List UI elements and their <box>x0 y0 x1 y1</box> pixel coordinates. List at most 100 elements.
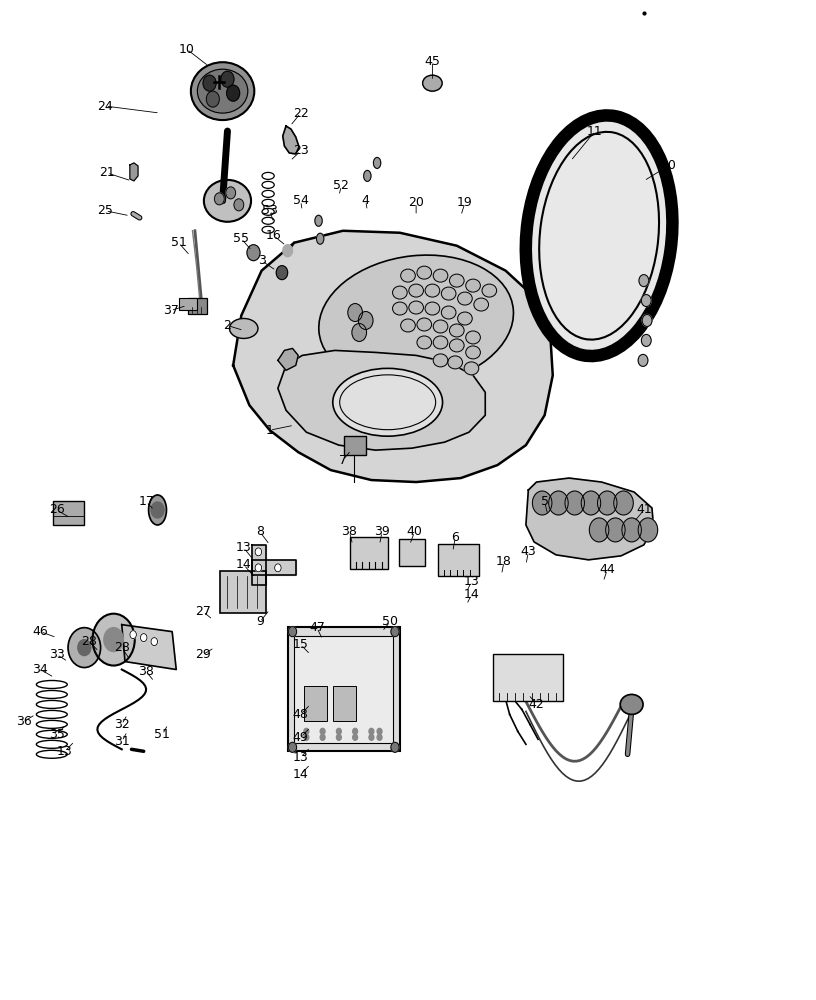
Circle shape <box>336 734 341 740</box>
Circle shape <box>255 548 262 556</box>
Bar <box>304 686 326 721</box>
Circle shape <box>642 315 652 326</box>
Text: 52: 52 <box>334 179 349 192</box>
Ellipse shape <box>364 170 371 181</box>
Text: 14: 14 <box>236 558 251 571</box>
Text: 51: 51 <box>171 236 187 249</box>
Ellipse shape <box>229 319 258 338</box>
Circle shape <box>548 491 568 515</box>
Ellipse shape <box>191 62 255 120</box>
Ellipse shape <box>527 117 672 355</box>
Circle shape <box>358 312 373 329</box>
Text: 17: 17 <box>138 495 154 508</box>
Circle shape <box>206 91 220 107</box>
Text: 13: 13 <box>293 751 308 764</box>
Text: 50: 50 <box>382 615 398 628</box>
Circle shape <box>320 728 325 734</box>
Circle shape <box>289 627 296 637</box>
Polygon shape <box>122 625 176 670</box>
Polygon shape <box>130 163 138 181</box>
Ellipse shape <box>620 694 643 714</box>
Text: 36: 36 <box>16 715 32 728</box>
Ellipse shape <box>417 336 432 349</box>
Ellipse shape <box>204 180 251 222</box>
Ellipse shape <box>392 302 407 315</box>
Ellipse shape <box>317 233 324 244</box>
Circle shape <box>391 742 399 752</box>
Circle shape <box>289 742 296 752</box>
Circle shape <box>78 640 91 656</box>
FancyBboxPatch shape <box>53 501 83 525</box>
Ellipse shape <box>464 362 479 375</box>
Ellipse shape <box>417 266 432 279</box>
Circle shape <box>638 354 648 366</box>
Ellipse shape <box>466 279 481 292</box>
Text: 13: 13 <box>463 575 479 588</box>
Text: 14: 14 <box>293 768 308 781</box>
Text: 55: 55 <box>233 232 250 245</box>
Ellipse shape <box>319 255 513 386</box>
Circle shape <box>68 628 100 668</box>
Text: 29: 29 <box>195 648 211 661</box>
Circle shape <box>565 491 584 515</box>
Text: 43: 43 <box>521 545 536 558</box>
Circle shape <box>304 728 308 734</box>
Text: 39: 39 <box>374 525 390 538</box>
Circle shape <box>348 304 362 321</box>
Ellipse shape <box>423 75 442 91</box>
Text: 14: 14 <box>463 588 479 601</box>
Text: 2: 2 <box>224 319 232 332</box>
Ellipse shape <box>333 368 442 436</box>
Bar <box>294 636 393 743</box>
Text: 44: 44 <box>600 563 615 576</box>
Text: 15: 15 <box>293 638 308 651</box>
Text: 11: 11 <box>588 125 603 138</box>
Text: 6: 6 <box>451 531 459 544</box>
Text: 38: 38 <box>342 525 357 538</box>
Ellipse shape <box>474 298 489 311</box>
Text: 13: 13 <box>57 745 73 758</box>
FancyBboxPatch shape <box>399 539 425 566</box>
Circle shape <box>352 323 366 341</box>
Circle shape <box>641 295 651 307</box>
FancyBboxPatch shape <box>188 298 207 314</box>
Circle shape <box>234 199 244 211</box>
Text: 38: 38 <box>138 665 154 678</box>
Text: 25: 25 <box>98 204 113 217</box>
Circle shape <box>275 564 282 572</box>
FancyBboxPatch shape <box>350 537 388 569</box>
Circle shape <box>104 628 123 652</box>
Ellipse shape <box>197 69 248 113</box>
Ellipse shape <box>450 274 464 287</box>
Circle shape <box>140 634 147 642</box>
Ellipse shape <box>482 284 497 297</box>
Text: 51: 51 <box>154 728 171 741</box>
Ellipse shape <box>425 284 440 297</box>
Circle shape <box>203 75 216 91</box>
Ellipse shape <box>392 286 407 299</box>
Circle shape <box>92 614 135 666</box>
Circle shape <box>639 275 649 287</box>
Text: 1: 1 <box>266 424 273 437</box>
Circle shape <box>581 491 601 515</box>
Ellipse shape <box>433 336 448 349</box>
Ellipse shape <box>433 269 448 282</box>
Text: 28: 28 <box>82 635 97 648</box>
Text: 34: 34 <box>33 663 48 676</box>
Text: 18: 18 <box>496 555 512 568</box>
Circle shape <box>277 266 288 280</box>
Text: 10: 10 <box>179 43 195 56</box>
Polygon shape <box>233 231 552 482</box>
Ellipse shape <box>409 284 424 297</box>
Circle shape <box>532 491 552 515</box>
Text: 53: 53 <box>262 204 277 217</box>
FancyBboxPatch shape <box>344 436 366 455</box>
Polygon shape <box>278 350 486 450</box>
Text: 5: 5 <box>541 495 548 508</box>
Polygon shape <box>283 126 299 154</box>
Circle shape <box>226 187 236 199</box>
Circle shape <box>605 518 625 542</box>
Text: 35: 35 <box>49 728 64 741</box>
Circle shape <box>589 518 609 542</box>
Circle shape <box>622 518 641 542</box>
